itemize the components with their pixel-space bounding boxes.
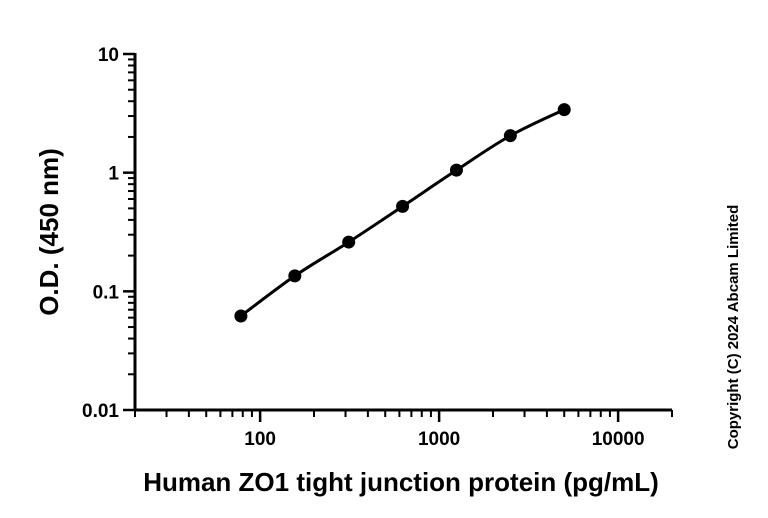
x-tick-label: 100 [244,429,276,450]
data-point [557,103,571,117]
data-point [288,269,302,283]
y-tick-label: 0.01 [82,401,119,422]
x-tick-label: 10000 [592,429,645,450]
data-points [234,103,571,323]
y-tick-label: 0.1 [93,282,120,303]
y-axis-title: O.D. (450 nm) [34,148,64,316]
copyright-notice: Copyright (C) 2024 Abcam Limited [725,205,742,449]
ticks [123,52,673,422]
data-point [342,235,356,249]
tick-labels: 0.01 0.1 1 10 100 1000 10000 [82,45,645,450]
data-point [234,309,248,323]
data-point [396,199,410,213]
y-tick-label: 10 [98,45,119,66]
data-point [503,129,517,143]
data-point [449,163,463,177]
x-tick-label: 1000 [418,429,460,450]
y-tick-label: 1 [108,164,119,185]
x-axis-title: Human ZO1 tight junction protein (pg/mL) [143,467,659,497]
axes [133,53,672,412]
